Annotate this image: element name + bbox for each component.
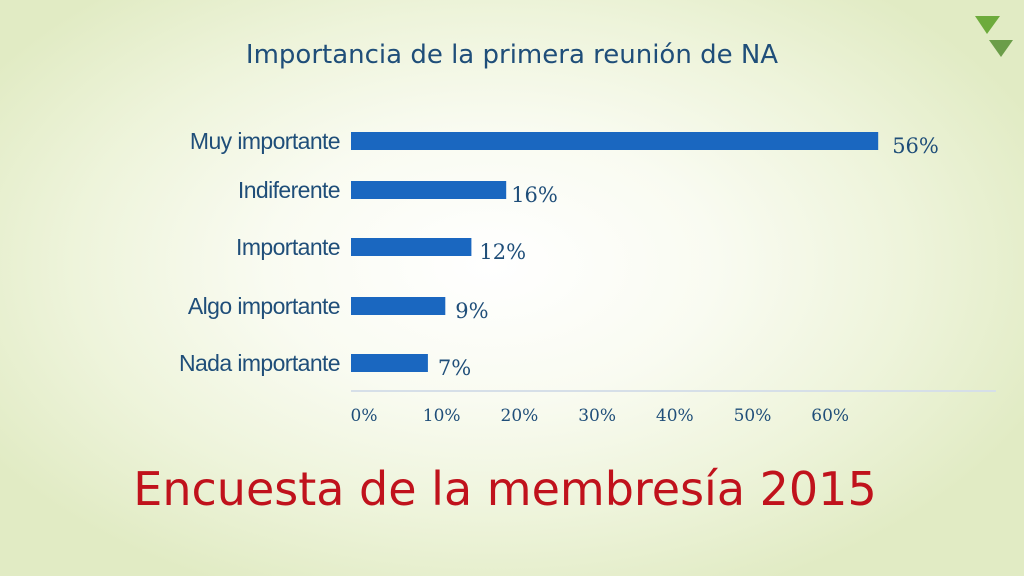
bar (351, 354, 428, 372)
x-tick-label: 50% (734, 406, 772, 426)
accent-triangle (989, 40, 1013, 57)
x-tick-label: 0% (351, 406, 378, 426)
accent-triangle (975, 16, 1000, 34)
x-tick-label: 60% (811, 406, 849, 426)
slide-title: Encuesta de la membresía 2015 (133, 462, 877, 516)
bar (351, 181, 507, 199)
category-label: Nada importante (179, 350, 340, 376)
category-label: Indiferente (238, 177, 340, 203)
bar (351, 297, 446, 315)
bar (351, 132, 879, 150)
chart-title: Importancia de la primera reunión de NA (245, 40, 779, 70)
category-label: Importante (236, 234, 340, 260)
data-label: 12% (479, 240, 526, 264)
data-label: 9% (455, 299, 488, 323)
x-tick-label: 10% (423, 406, 461, 426)
data-label: 16% (511, 183, 558, 207)
x-tick-label: 20% (501, 406, 539, 426)
x-tick-label: 40% (656, 406, 694, 426)
category-label: Algo importante (188, 293, 340, 319)
bar (351, 238, 472, 256)
x-tick-label: 30% (578, 406, 616, 426)
data-label: 7% (438, 356, 471, 380)
category-label: Muy importante (190, 128, 340, 154)
data-label: 56% (892, 134, 939, 158)
